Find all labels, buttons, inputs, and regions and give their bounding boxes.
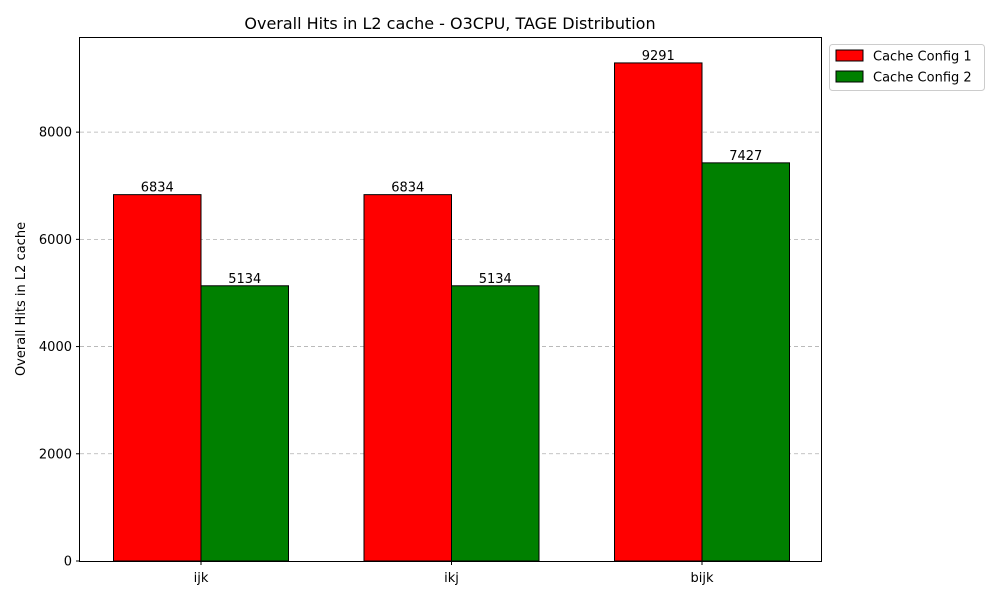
bar [451,285,540,562]
y-tick-label: 4000 [39,340,72,355]
bar [200,285,289,562]
bar [113,194,202,562]
x-tick-label: ikj [444,571,459,586]
y-tick-label: 2000 [39,447,72,462]
bar-value-label: 6834 [141,181,174,196]
x-axis: ijk ikj bijk [194,561,714,586]
bar [701,162,790,562]
bar-value-label: 5134 [228,272,261,287]
bar [363,194,452,562]
bar-value-label: 9291 [642,49,675,64]
legend: Cache Config 1 Cache Config 2 [829,44,985,91]
chart-title: Overall Hits in L2 cache - O3CPU, TAGE D… [244,14,655,33]
bar-value-label: 5134 [479,272,512,287]
plot-frame [79,37,822,562]
legend-box [829,44,985,91]
y-tick-label: 6000 [39,233,72,248]
bar-value-label: 6834 [391,181,424,196]
y-axis-label: Overall Hits in L2 cache [14,222,29,376]
x-tick-label: ijk [194,571,209,586]
legend-swatch [835,49,864,62]
y-tick-label: 0 [64,555,72,570]
y-axis: 0 2000 4000 6000 8000 [39,126,80,570]
bar [614,62,703,562]
bar-value-label: 7427 [729,149,762,164]
data-labels-group: 6834 5134 6834 5134 9291 7427 [141,49,763,287]
legend-swatch [835,70,864,83]
legend-label: Cache Config 1 [873,50,972,65]
y-tick-label: 8000 [39,126,72,141]
x-tick-label: bijk [690,571,713,586]
legend-label: Cache Config 2 [873,71,972,86]
